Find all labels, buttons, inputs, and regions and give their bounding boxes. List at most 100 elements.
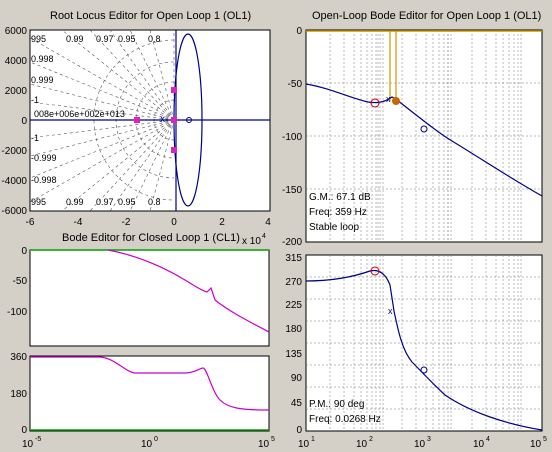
svg-text:0: 0	[21, 246, 27, 257]
svg-text:0.999: 0.999	[31, 75, 54, 85]
svg-text:0.95: 0.95	[118, 34, 136, 44]
svg-text:0: 0	[154, 436, 158, 443]
svg-text:10: 10	[22, 439, 34, 450]
cl-mag-curve	[107, 249, 270, 333]
svg-text:P.M.: 90 deg: P.M.: 90 deg	[309, 399, 364, 410]
svg-text:-150: -150	[282, 185, 302, 196]
svg-text:-6: -6	[26, 217, 35, 228]
root-locus-editor[interactable]: x 995 0.99 0.97 0.95 0.8 995 0.99 0.97 0…	[1, 26, 271, 247]
svg-text:-100: -100	[7, 307, 27, 318]
svg-text:10: 10	[530, 439, 542, 450]
root-locus-y-ticks: 6000 4000 2000 0 -2000 -4000 -6000	[1, 26, 27, 217]
svg-text:0.95: 0.95	[118, 197, 136, 207]
closed-loop-pole[interactable]	[134, 117, 140, 123]
cl-phase-axes[interactable]	[29, 355, 270, 432]
svg-text:10: 10	[473, 439, 485, 450]
svg-text:-0.999: -0.999	[31, 153, 57, 163]
pm-info: P.M.: 90 deg Freq: 0.0268 Hz	[309, 399, 381, 425]
svg-text:0.8: 0.8	[148, 197, 161, 207]
ol-bode-editor[interactable]: x G.M.: 67.1 dB Freq: 359 Hz Stable loop…	[282, 26, 547, 450]
svg-text:0.8: 0.8	[148, 34, 161, 44]
svg-text:315: 315	[285, 253, 302, 264]
closed-loop-pole[interactable]	[171, 147, 177, 153]
svg-text:008e+006e+002e+013: 008e+006e+002e+013	[34, 109, 125, 119]
svg-text:0: 0	[21, 425, 27, 436]
svg-text:4: 4	[265, 217, 271, 228]
svg-text:-1: -1	[31, 133, 39, 143]
svg-text:995: 995	[31, 197, 46, 207]
svg-text:-50: -50	[13, 276, 28, 287]
svg-text:Stable loop: Stable loop	[309, 222, 359, 233]
cl-mag-axes[interactable]	[29, 249, 270, 347]
svg-text:360: 360	[10, 352, 27, 363]
svg-text:-5: -5	[35, 436, 41, 443]
svg-text:2: 2	[369, 436, 373, 443]
svg-text:0.99: 0.99	[66, 197, 84, 207]
closed-loop-pole[interactable]	[171, 117, 177, 123]
cl-mag-y-ticks: 0 -50 -100	[7, 246, 27, 318]
svg-text:0: 0	[171, 217, 177, 228]
ol-phase-x-marker: x	[388, 306, 393, 316]
svg-text:10: 10	[414, 439, 426, 450]
svg-text:G.M.: 67.1 dB: G.M.: 67.1 dB	[309, 192, 371, 203]
svg-text:10: 10	[141, 439, 153, 450]
cl-bode-title: Bode Editor for Closed Loop 1 (CL1)	[62, 232, 240, 244]
cl-phase-y-ticks: 360 180 0	[10, 352, 27, 436]
svg-text:-4000: -4000	[1, 176, 27, 187]
gain-margin-marker[interactable]	[392, 97, 400, 105]
svg-text:180: 180	[10, 389, 27, 400]
svg-text:2000: 2000	[5, 86, 28, 97]
ol-mag-pole-marker[interactable]	[420, 125, 428, 133]
svg-text:-200: -200	[282, 237, 302, 248]
svg-text:10: 10	[356, 439, 368, 450]
svg-text:180: 180	[285, 324, 302, 335]
svg-text:10: 10	[298, 439, 310, 450]
cl-bode-editor[interactable]: 0 -50 -100 360 180 0 10 -5 10 0 10 5	[7, 246, 275, 450]
cl-x-ticks: 10 -5 10 0 10 5	[22, 436, 275, 450]
svg-text:45: 45	[291, 398, 303, 409]
x-exponent-power: 4	[262, 233, 266, 240]
svg-text:3: 3	[427, 436, 431, 443]
svg-text:Freq: 359 Hz: Freq: 359 Hz	[309, 207, 367, 218]
svg-text:0.97: 0.97	[96, 197, 114, 207]
damping-grid	[29, 29, 175, 212]
root-locus-x-ticks: -6 -4 -2 0 2 4	[26, 217, 272, 228]
svg-text:270: 270	[285, 277, 302, 288]
svg-text:0: 0	[296, 26, 302, 37]
ol-mag-y-ticks: 0 -50 -100 -150 -200	[282, 26, 302, 248]
svg-text:995: 995	[31, 34, 46, 44]
ol-x-ticks: 10 1 10 2 10 3 10 4 10 5	[298, 436, 547, 450]
svg-text:0.97: 0.97	[96, 34, 114, 44]
svg-text:-1: -1	[31, 95, 39, 105]
zero-marker	[186, 117, 192, 123]
ol-mag-x-marker: x	[386, 94, 391, 104]
svg-text:0.998: 0.998	[31, 54, 54, 64]
svg-text:-100: -100	[282, 132, 302, 143]
ol-phase-zero-marker[interactable]	[370, 266, 380, 276]
ol-mag-zero-marker[interactable]	[370, 98, 380, 108]
svg-text:-6000: -6000	[1, 206, 27, 217]
svg-text:Freq: 0.0268 Hz: Freq: 0.0268 Hz	[309, 414, 381, 425]
svg-text:225: 225	[285, 300, 302, 311]
ol-grid	[306, 30, 542, 431]
svg-text:2: 2	[219, 217, 225, 228]
ol-phase-y-ticks: 315 270 225 180 135 90 45 0	[285, 253, 302, 436]
svg-text:0.99: 0.99	[66, 34, 84, 44]
gm-info: G.M.: 67.1 dB Freq: 359 Hz Stable loop	[309, 192, 371, 233]
svg-text:0: 0	[21, 116, 27, 127]
svg-text:0: 0	[296, 425, 302, 436]
svg-text:-4: -4	[74, 217, 83, 228]
svg-text:90: 90	[291, 373, 303, 384]
svg-text:-50: -50	[288, 79, 303, 90]
svg-text:10: 10	[258, 439, 270, 450]
ol-phase-pole-marker[interactable]	[420, 366, 428, 374]
closed-loop-pole[interactable]	[171, 87, 177, 93]
svg-text:-2000: -2000	[1, 146, 27, 157]
svg-text:4000: 4000	[5, 56, 28, 67]
svg-text:4: 4	[486, 436, 490, 443]
svg-text:5: 5	[543, 436, 547, 443]
svg-text:135: 135	[285, 349, 302, 360]
cl-phase-curve	[30, 356, 270, 411]
svg-text:6000: 6000	[5, 26, 28, 37]
